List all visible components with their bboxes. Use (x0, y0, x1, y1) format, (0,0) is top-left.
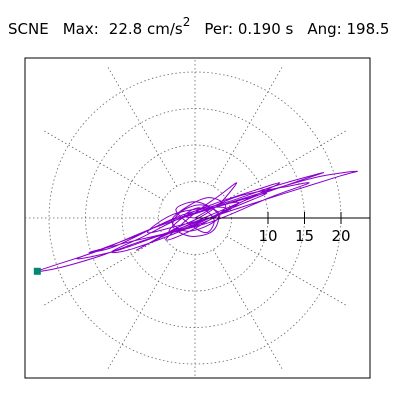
angle-label: Ang: (307, 20, 342, 38)
period-readout: Per: 0.190 s (204, 4, 293, 38)
motion-trace (36, 170, 358, 272)
angle-value: 198.5 (346, 20, 390, 38)
max-unit-exponent: 2 (182, 15, 191, 29)
max-unit: cm/s (146, 20, 183, 38)
polar-spoke-150 (42, 129, 164, 201)
polar-spoke-240 (106, 249, 178, 371)
peak-marker-layer (33, 267, 41, 275)
period-label: Per: (204, 20, 234, 38)
radial-tick-label-20: 20 (331, 227, 350, 245)
station-code: SCNE (8, 20, 49, 38)
polar-spoke-120 (106, 65, 178, 187)
period-value: 0.190 s (237, 20, 294, 38)
max-label: Max: (62, 20, 99, 38)
radial-tick-label-15: 15 (295, 227, 314, 245)
trace-path (36, 170, 358, 272)
polar-spoke-330 (226, 235, 348, 307)
polar-spoke-60 (212, 65, 284, 187)
angle-readout: Ang: 198.5 (307, 4, 389, 38)
peak-marker (33, 267, 41, 275)
radial-tick-label-10: 10 (258, 227, 277, 245)
polar-spoke-300 (212, 249, 284, 371)
polar-spoke-30 (226, 129, 348, 201)
max-readout: Max: 22.8 cm/s2 (63, 4, 191, 38)
plot-header: SCNE Max: 22.8 cm/s2 Per: 0.190 s Ang: 19… (8, 4, 400, 44)
radial-axis: 10 15 20 (195, 212, 370, 245)
polar-spoke-210 (42, 235, 164, 307)
max-value: 22.8 (108, 20, 143, 38)
